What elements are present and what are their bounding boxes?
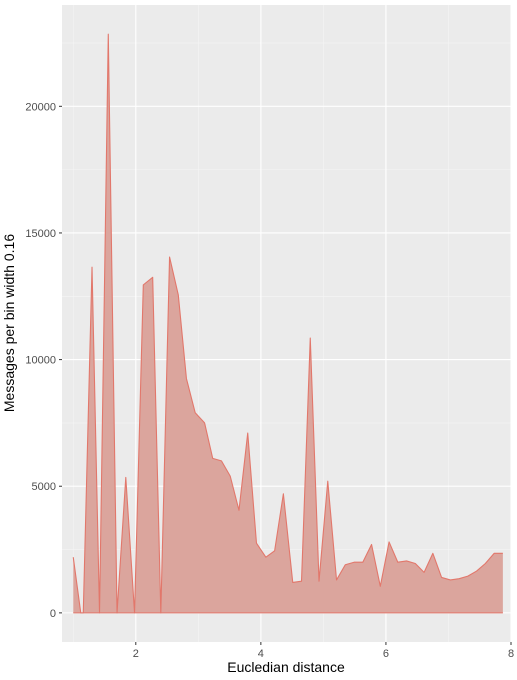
series-area-0 [73, 34, 503, 613]
y-tick-label: 5000 [32, 481, 56, 493]
series-layer [72, 33, 503, 614]
y-tick-label: 10000 [25, 355, 56, 367]
series-line-0 [72, 33, 503, 614]
x-tick-label: 2 [133, 648, 139, 660]
y-tick-label: 15000 [25, 228, 56, 240]
x-tick-label: 4 [258, 648, 264, 660]
y-tick-label: 20000 [25, 101, 56, 113]
minor-gridlines [62, 5, 511, 642]
y-tick-label: 0 [50, 608, 56, 620]
x-tick-label: 8 [508, 648, 514, 660]
x-axis-title: Eucledian distance [227, 659, 345, 675]
y-axis: 0 5000 10000 15000 20000 [25, 101, 62, 620]
x-axis: 2 4 6 8 [133, 642, 514, 660]
x-tick-label: 6 [383, 648, 389, 660]
y-axis-title: Messages per bin width 0.16 [1, 234, 17, 412]
